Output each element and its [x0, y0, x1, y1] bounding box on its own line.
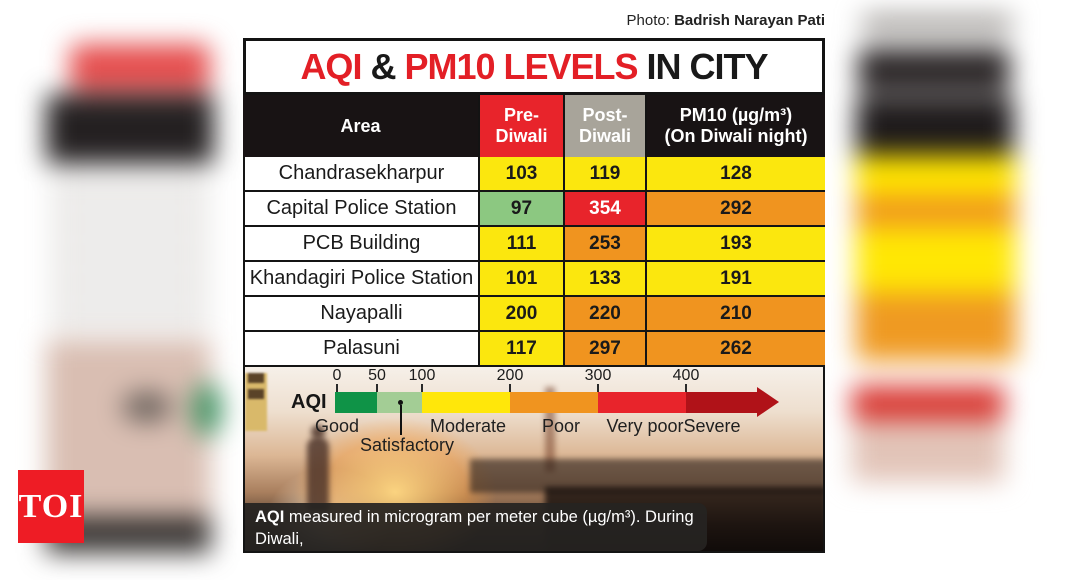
aqi-category-label-good: Good	[314, 416, 360, 436]
aqi-category-label-severe: Severe	[683, 416, 741, 436]
diwali-night-photo: AQI 0 50 100 200 300 400 Good Moderate Poor Very…	[243, 367, 825, 553]
pre-diwali-value-cell: 103	[480, 157, 565, 190]
pm10-value-cell: 262	[647, 332, 825, 365]
toi-logo-text: TOI	[18, 487, 84, 525]
blur-shape	[856, 155, 1016, 196]
title-part-incity: IN CITY	[646, 45, 769, 87]
aqi-category-label-poor: Poor	[541, 416, 581, 436]
title-part-pm10: PM10 LEVELS	[404, 45, 638, 87]
aqi-scale: AQI 0 50 100 200 300 400 Good Moderate Poor Very…	[245, 367, 823, 487]
photo-person-silhouette	[311, 425, 325, 439]
blur-shape	[856, 97, 1014, 155]
photo-person-silhouette	[307, 437, 329, 512]
aqi-tick-mark	[421, 384, 423, 392]
column-header-post-diwali: Post- Diwali	[565, 95, 647, 157]
aqi-scale-arrowhead-icon	[757, 387, 779, 417]
blur-shape	[862, 15, 1012, 32]
pre-diwali-value-cell: 117	[480, 332, 565, 365]
blur-shape	[856, 293, 1016, 361]
column-header-pm10: PM10 (µg/m³) (On Diwali night)	[647, 95, 825, 157]
blur-shape	[122, 392, 172, 422]
area-cell: Nayapalli	[245, 297, 480, 330]
aqi-tick-label: 400	[672, 367, 700, 384]
area-cell: Capital Police Station	[245, 192, 480, 225]
pre-diwali-value-cell: 97	[480, 192, 565, 225]
blur-shape	[856, 196, 1016, 227]
page-title: AQI & PM10 LEVELS IN CITY	[243, 38, 825, 95]
aqi-band-good	[335, 392, 377, 413]
area-cell: Khandagiri Police Station	[245, 262, 480, 295]
aqi-tick-mark	[597, 384, 599, 392]
aqi-tick-mark	[509, 384, 511, 392]
blur-shape	[858, 48, 1010, 92]
footnote-line1: AQI measured in microgram per meter cube…	[255, 508, 694, 548]
pre-diwali-value-cell: 101	[480, 262, 565, 295]
title-part-aqi: AQI	[300, 45, 362, 87]
pm10-value-cell: 210	[647, 297, 825, 330]
aqi-tick-label: 100	[408, 367, 436, 384]
aqi-tick-label: 300	[584, 367, 612, 384]
pm10-value-cell: 128	[647, 157, 825, 190]
table-body: Chandrasekharpur 103 119 128 Capital Police …	[243, 157, 825, 367]
infographic-card: AQI & PM10 LEVELS IN CITY Area Pre- Diwa…	[243, 38, 825, 553]
post-diwali-value-cell: 297	[565, 332, 647, 365]
table-row: Chandrasekharpur 103 119 128	[245, 157, 825, 192]
photo-credit-prefix: Photo:	[626, 12, 670, 29]
footnote: AQI measured in microgram per meter cube…	[245, 503, 707, 551]
area-cell: Chandrasekharpur	[245, 157, 480, 190]
satisfactory-marker-line	[400, 405, 402, 435]
title-ampersand: &	[370, 45, 396, 87]
aqi-tick-mark	[685, 384, 687, 392]
blur-shape	[852, 386, 1004, 420]
photo-credit-name: Badrish Narayan Pati	[674, 12, 825, 29]
footnote-line2: average of PM2.5 and PM10 of a particula…	[255, 551, 697, 552]
photo-signboard	[245, 373, 267, 431]
aqi-tick-label: 50	[368, 367, 386, 384]
table-row: Palasuni 117 297 262	[245, 332, 825, 367]
table-row: Capital Police Station 97 354 292	[245, 192, 825, 227]
blur-shape	[856, 227, 1016, 293]
aqi-tick-mark	[336, 384, 338, 392]
blur-shape	[70, 44, 210, 90]
post-diwali-value-cell: 133	[565, 262, 647, 295]
aqi-band-moderate	[422, 392, 510, 413]
aqi-band-poor	[510, 392, 598, 413]
blur-shape	[46, 94, 214, 164]
aqi-category-label-satisfactory: Satisfactory	[359, 435, 455, 455]
blur-shape	[50, 168, 210, 343]
table-header-row: Area Pre- Diwali Post- Diwali PM10 (µg/m…	[243, 95, 825, 157]
pm10-value-cell: 193	[647, 227, 825, 260]
pm10-value-cell: 292	[647, 192, 825, 225]
photo-credit: Photo: Badrish Narayan Pati	[627, 12, 825, 29]
aqi-category-label-very-poor: Very poor	[606, 416, 684, 436]
toi-logo: TOI	[18, 470, 84, 543]
aqi-category-label-moderate: Moderate	[429, 416, 507, 436]
aqi-band-severe	[686, 392, 757, 413]
table-row: Khandagiri Police Station 101 133 191	[245, 262, 825, 297]
table-row: Nayapalli 200 220 210	[245, 297, 825, 332]
aqi-tick-label: 0	[332, 367, 342, 384]
post-diwali-value-cell: 354	[565, 192, 647, 225]
column-header-area: Area	[243, 95, 480, 157]
post-diwali-value-cell: 220	[565, 297, 647, 330]
table-row: PCB Building 111 253 193	[245, 227, 825, 262]
blur-shape	[852, 420, 1004, 482]
post-diwali-value-cell: 253	[565, 227, 647, 260]
pm10-value-cell: 191	[647, 262, 825, 295]
aqi-tick-mark	[376, 384, 378, 392]
satisfactory-marker-dot	[398, 400, 403, 405]
area-cell: Palasuni	[245, 332, 480, 365]
column-header-pre-diwali: Pre- Diwali	[480, 95, 565, 157]
photo-pole-silhouette	[545, 387, 555, 472]
area-cell: PCB Building	[245, 227, 480, 260]
post-diwali-value-cell: 119	[565, 157, 647, 190]
blur-shape	[192, 382, 222, 437]
pre-diwali-value-cell: 200	[480, 297, 565, 330]
aqi-band-very-poor	[598, 392, 686, 413]
aqi-tick-label: 200	[496, 367, 524, 384]
aqi-scale-label: AQI	[291, 391, 327, 413]
pre-diwali-value-cell: 111	[480, 227, 565, 260]
